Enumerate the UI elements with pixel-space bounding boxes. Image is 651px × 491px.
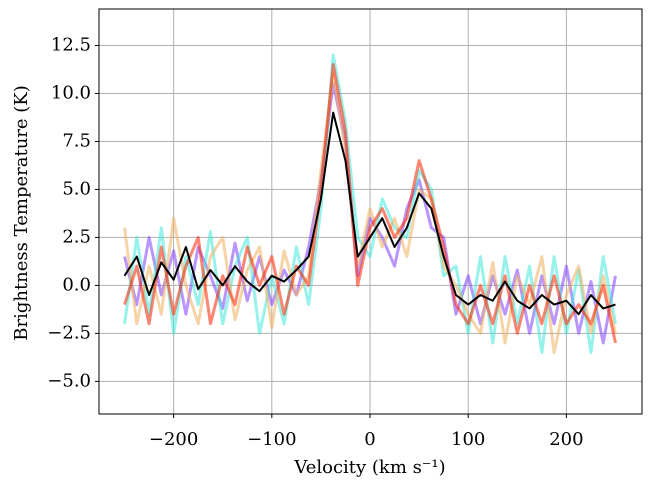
y-tick-label: −2.5	[47, 322, 91, 343]
series-line	[123, 82, 617, 345]
y-axis-label: Brightness Temperature (K)	[11, 85, 32, 341]
x-tick-label: 100	[451, 429, 485, 450]
series-line	[123, 111, 616, 316]
plot-frame	[98, 8, 643, 415]
y-tick-label: −5.0	[47, 370, 91, 391]
y-tick-label: 2.5	[62, 226, 91, 247]
y-tick-label: 5.0	[62, 178, 91, 199]
x-tick-label: −200	[149, 429, 198, 450]
series-line	[123, 63, 617, 344]
series-line	[123, 72, 617, 355]
x-tick-label: −100	[247, 429, 296, 450]
y-tick-label: 7.5	[62, 130, 91, 151]
x-tick-label: 0	[364, 429, 375, 450]
y-tick-label: 0.0	[62, 274, 91, 295]
y-tick-label: 12.5	[51, 34, 91, 55]
x-axis-label: Velocity (km s⁻¹)	[293, 457, 445, 478]
x-tick-label: 200	[549, 429, 583, 450]
y-tick-label: 10.0	[51, 82, 91, 103]
